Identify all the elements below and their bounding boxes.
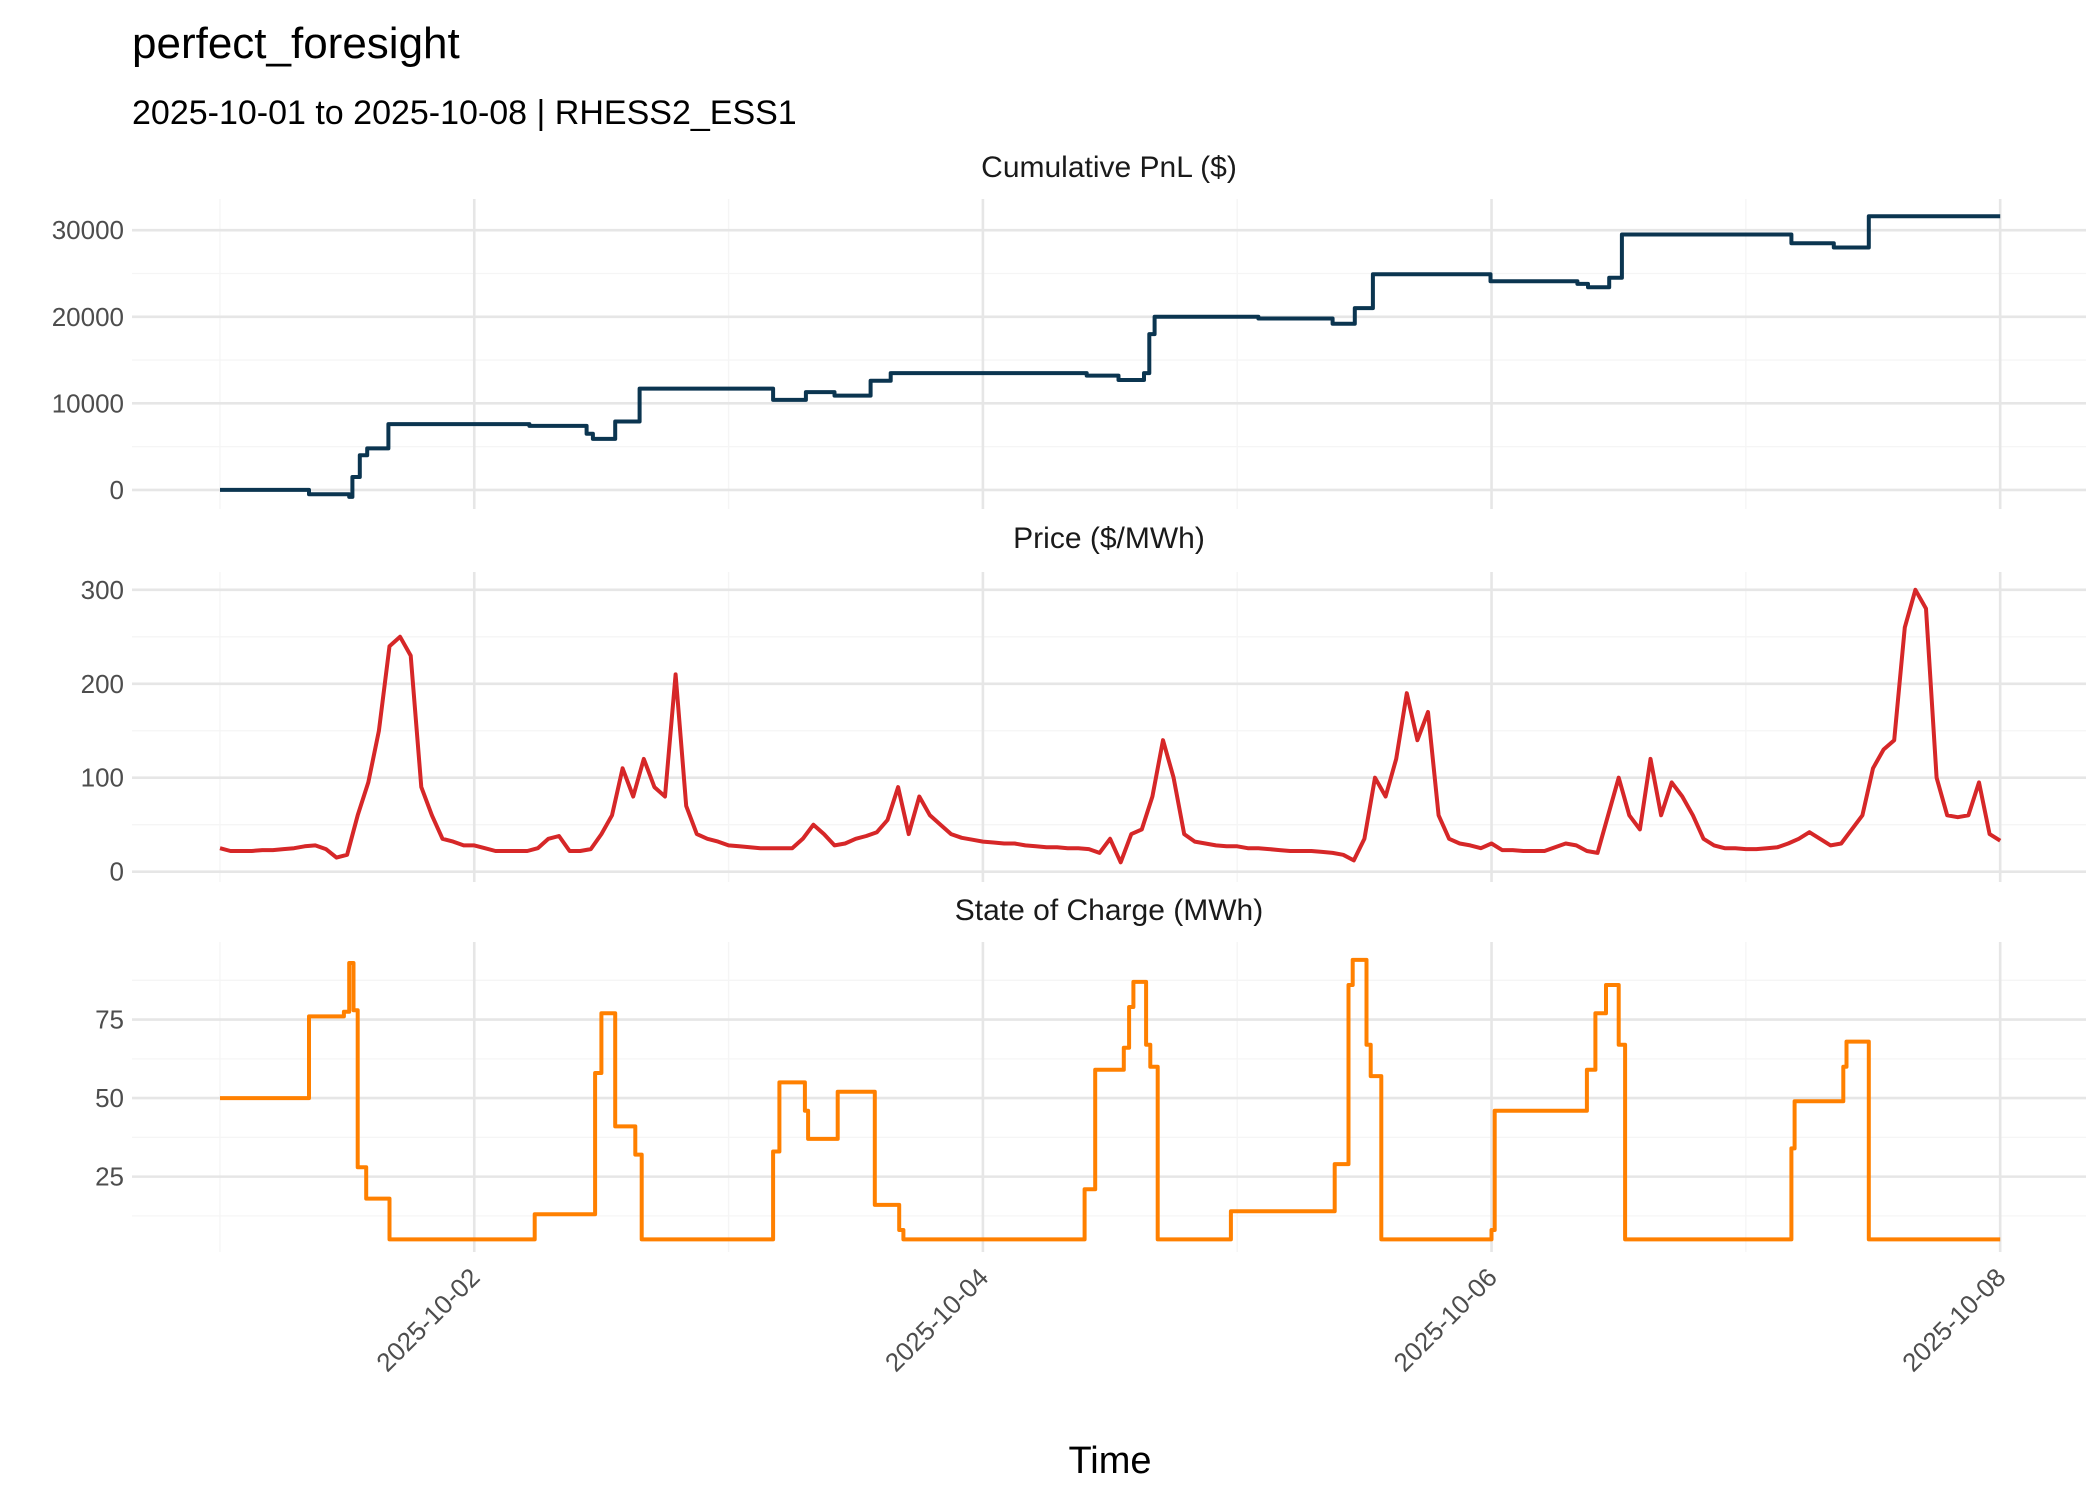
y-tick-label: 50 — [95, 1083, 124, 1113]
series-line-2 — [220, 957, 2001, 1242]
y-tick-label: 25 — [95, 1162, 124, 1192]
y-tick-label: 20000 — [52, 302, 124, 332]
x-tick-label: 2025-10-08 — [1896, 1262, 2011, 1377]
panel-0: 0 10000 20000 30000 Cumulative PnL ($) — [52, 151, 2086, 509]
y-tick-label: 100 — [81, 763, 124, 793]
series-line-0 — [220, 214, 2001, 499]
y-tick-label: 0 — [110, 475, 124, 505]
y-tick-label: 30000 — [52, 215, 124, 245]
panel-strip-title: Price ($/MWh) — [1013, 522, 1205, 555]
x-tick-label: 2025-10-02 — [370, 1262, 485, 1377]
panel-2: 25 50 75 State of Charge (MWh) — [95, 894, 2086, 1252]
chart-subtitle: 2025-10-01 to 2025-10-08 | RHESS2_ESS1 — [132, 94, 797, 132]
x-axis-ticks: 2025-10-02 2025-10-04 2025-10-06 2025-10-08 — [370, 1262, 2011, 1377]
x-axis-label: Time — [1068, 1440, 1151, 1482]
y-tick-label: 10000 — [52, 388, 124, 418]
chart-title: perfect_foresight — [132, 19, 460, 68]
y-tick-label: 200 — [81, 669, 124, 699]
x-tick-label: 2025-10-04 — [879, 1262, 994, 1377]
x-tick-label: 2025-10-06 — [1388, 1262, 1503, 1377]
y-tick-label: 75 — [95, 1005, 124, 1035]
panel-strip-title: Cumulative PnL ($) — [981, 151, 1237, 184]
series-line-1 — [219, 587, 2002, 865]
y-tick-label: 300 — [81, 575, 124, 605]
panel-strip-title: State of Charge (MWh) — [955, 894, 1263, 927]
y-tick-label: 0 — [110, 857, 124, 887]
panel-1: 0 100 200 300 Price ($/MWh) — [81, 522, 2086, 887]
panels: 0 10000 20000 30000 Cumulative PnL ($) 0 100 20… — [52, 151, 2086, 1252]
